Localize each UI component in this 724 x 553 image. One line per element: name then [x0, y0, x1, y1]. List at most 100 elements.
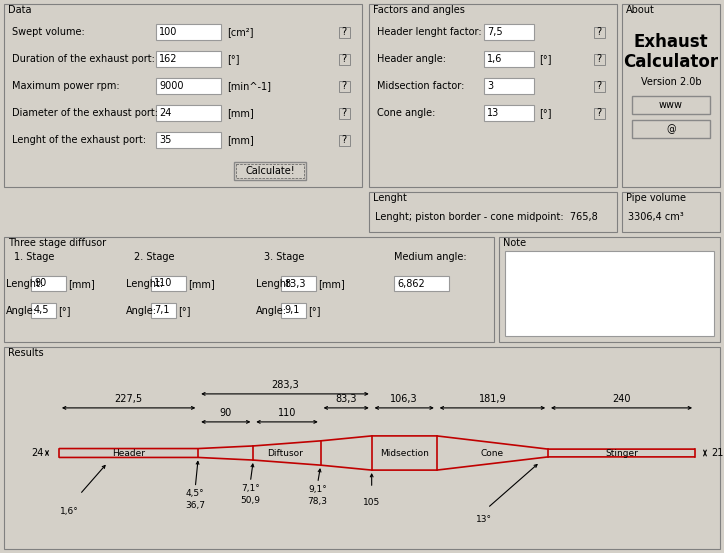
- Text: Calculator: Calculator: [623, 53, 718, 71]
- Text: [°]: [°]: [539, 108, 552, 118]
- Bar: [156, 105, 221, 121]
- Text: Factors and angles: Factors and angles: [373, 5, 465, 15]
- Text: [°]: [°]: [539, 54, 552, 64]
- Text: ?: ?: [342, 108, 347, 118]
- Bar: [151, 303, 176, 318]
- Text: Cone angle:: Cone angle:: [377, 108, 435, 118]
- Text: Swept volume:: Swept volume:: [12, 27, 85, 37]
- Text: 90: 90: [34, 279, 46, 289]
- Text: [min^-1]: [min^-1]: [227, 81, 271, 91]
- Text: 6,862: 6,862: [397, 279, 425, 289]
- Text: 9,1: 9,1: [284, 305, 300, 316]
- Bar: [499, 237, 720, 342]
- Bar: [484, 78, 534, 94]
- Text: Angle:: Angle:: [256, 306, 287, 316]
- Bar: [339, 134, 350, 145]
- Text: 13°: 13°: [476, 515, 492, 524]
- Text: Lenght:: Lenght:: [256, 279, 293, 289]
- Text: 100: 100: [159, 27, 177, 37]
- Text: 24: 24: [159, 108, 172, 118]
- Text: Note: Note: [503, 238, 526, 248]
- Bar: [622, 4, 720, 187]
- Text: 90: 90: [219, 408, 232, 418]
- Text: Version 2.0b: Version 2.0b: [641, 77, 702, 87]
- Text: 35: 35: [159, 135, 172, 145]
- Text: ?: ?: [597, 54, 602, 64]
- Text: 1,6: 1,6: [487, 54, 502, 64]
- Text: [mm]: [mm]: [227, 108, 253, 118]
- Text: 7,1°: 7,1°: [241, 484, 260, 493]
- Bar: [484, 105, 534, 121]
- Text: 283,3: 283,3: [271, 380, 299, 390]
- Text: ?: ?: [342, 54, 347, 64]
- Text: 13: 13: [487, 108, 500, 118]
- Bar: [632, 120, 710, 138]
- Text: 4,5°: 4,5°: [186, 489, 205, 498]
- Text: Duration of the exhaust port:: Duration of the exhaust port:: [12, 54, 155, 64]
- Text: 2. Stage: 2. Stage: [134, 252, 174, 262]
- Text: Header: Header: [112, 448, 145, 457]
- Text: Header lenght factor:: Header lenght factor:: [377, 27, 481, 37]
- Text: [°]: [°]: [178, 306, 190, 316]
- Text: www: www: [659, 100, 683, 110]
- Text: Diameter of the exhaust port:: Diameter of the exhaust port:: [12, 108, 158, 118]
- Text: 4,5: 4,5: [34, 305, 49, 316]
- Bar: [31, 303, 56, 318]
- Text: 50,9: 50,9: [240, 496, 261, 505]
- Text: Angle:: Angle:: [6, 306, 37, 316]
- Bar: [281, 276, 316, 291]
- Text: Lenght:: Lenght:: [6, 279, 43, 289]
- Text: Data: Data: [8, 5, 32, 15]
- Text: About: About: [626, 5, 655, 15]
- Text: 24: 24: [31, 448, 43, 458]
- Bar: [31, 276, 66, 291]
- Bar: [156, 51, 221, 67]
- Bar: [156, 24, 221, 40]
- Text: ?: ?: [597, 81, 602, 91]
- Text: 240: 240: [613, 394, 631, 404]
- Text: Stinger: Stinger: [605, 448, 638, 457]
- Text: 21: 21: [711, 448, 723, 458]
- Bar: [369, 4, 617, 187]
- Text: Diftusor: Diftusor: [267, 448, 303, 457]
- Text: 1. Stage: 1. Stage: [14, 252, 54, 262]
- Text: 1,6°: 1,6°: [60, 508, 79, 517]
- Text: Lenght: Lenght: [373, 193, 407, 203]
- Bar: [339, 107, 350, 118]
- Text: Midsection factor:: Midsection factor:: [377, 81, 464, 91]
- Text: [°]: [°]: [58, 306, 70, 316]
- Bar: [151, 276, 186, 291]
- Bar: [484, 24, 534, 40]
- Bar: [594, 27, 605, 38]
- Text: 7,1: 7,1: [154, 305, 169, 316]
- Bar: [505, 251, 714, 336]
- Text: Medium angle:: Medium angle:: [394, 252, 467, 262]
- Text: Header angle:: Header angle:: [377, 54, 446, 64]
- Bar: [394, 276, 449, 291]
- Text: ?: ?: [597, 27, 602, 37]
- Text: [mm]: [mm]: [68, 279, 95, 289]
- Text: 36,7: 36,7: [185, 502, 206, 510]
- Text: 7,5: 7,5: [487, 27, 502, 37]
- Bar: [339, 27, 350, 38]
- Text: ?: ?: [597, 108, 602, 118]
- Bar: [594, 81, 605, 91]
- Text: [cm²]: [cm²]: [227, 27, 253, 37]
- Text: 110: 110: [278, 408, 296, 418]
- Text: 9000: 9000: [159, 81, 183, 91]
- Text: Cone: Cone: [481, 448, 504, 457]
- Text: ?: ?: [342, 27, 347, 37]
- Text: Exhaust: Exhaust: [634, 33, 708, 51]
- Text: 3: 3: [487, 81, 493, 91]
- Bar: [4, 347, 720, 549]
- Text: ?: ?: [342, 81, 347, 91]
- Text: Three stage diffusor: Three stage diffusor: [8, 238, 106, 248]
- Text: 9,1°: 9,1°: [308, 485, 327, 494]
- Text: Midsection: Midsection: [380, 448, 429, 457]
- Text: Lenght; piston border - cone midpoint:  765,8: Lenght; piston border - cone midpoint: 7…: [375, 212, 598, 222]
- Text: @: @: [666, 124, 675, 134]
- Bar: [4, 237, 494, 342]
- Bar: [594, 54, 605, 65]
- Text: [mm]: [mm]: [227, 135, 253, 145]
- Text: 181,9: 181,9: [479, 394, 506, 404]
